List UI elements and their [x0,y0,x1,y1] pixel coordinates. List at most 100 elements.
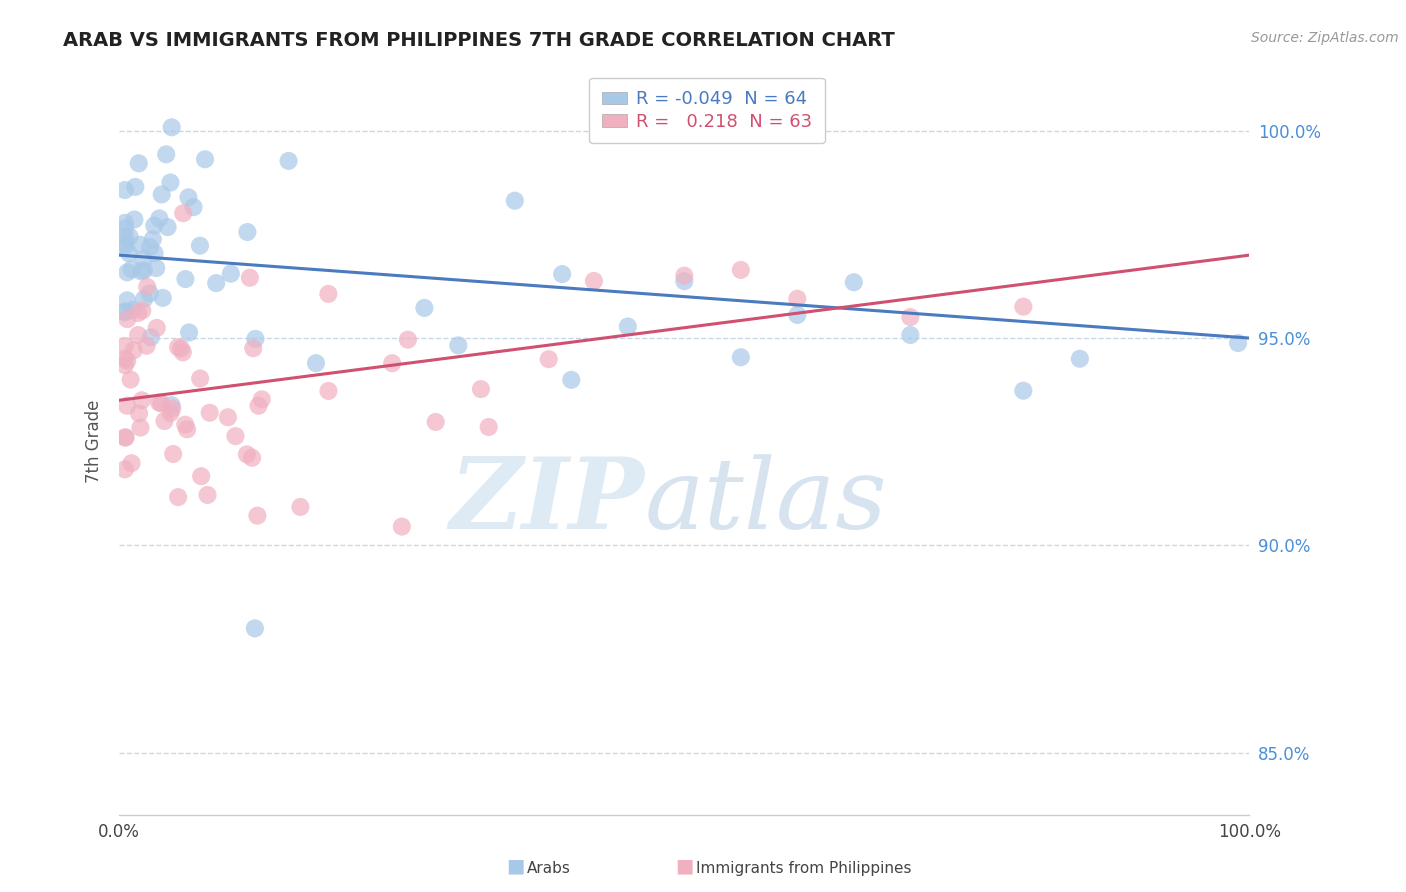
Point [425,415,447,429]
Point [172,206,194,220]
Point [162,447,184,461]
Point [239,270,262,285]
Point [132,252,155,266]
Point [205,276,228,290]
Point [447,338,470,352]
Point [114,236,136,251]
Text: ZIP: ZIP [450,453,645,549]
Point [118,246,141,260]
Point [122,343,145,358]
Point [160,398,183,412]
Point [160,120,183,135]
Point [121,262,143,277]
Point [132,292,155,306]
Point [117,312,139,326]
Point [145,260,167,275]
Point [277,153,299,168]
Point [730,351,752,365]
Point [318,384,340,398]
Point [114,239,136,253]
Point [115,293,138,308]
Point [478,420,501,434]
Point [127,328,149,343]
Point [673,268,696,283]
Point [1227,336,1250,351]
Text: ARAB VS IMMIGRANTS FROM PHILIPPINES 7TH GRADE CORRELATION CHART: ARAB VS IMMIGRANTS FROM PHILIPPINES 7TH … [63,31,896,50]
Point [617,319,640,334]
Point [236,225,259,239]
Point [162,401,184,416]
Point [114,183,136,197]
Point [148,211,170,226]
Point [198,406,221,420]
Text: ■: ■ [675,857,693,876]
Point [673,274,696,288]
Point [121,456,143,470]
Point [240,450,263,465]
Point [172,345,194,359]
Point [470,382,492,396]
Point [236,447,259,461]
Point [177,190,200,204]
Point [115,354,138,368]
Point [114,462,136,476]
Point [174,417,197,432]
Point [197,488,219,502]
Point [537,352,560,367]
Point [136,280,159,294]
Point [129,420,152,434]
Point [152,291,174,305]
Point [129,264,152,278]
Point [114,430,136,444]
Point [247,399,270,413]
Point [170,342,193,356]
Point [159,406,181,420]
Point [177,326,200,340]
Point [143,246,166,260]
Point [124,212,146,227]
Y-axis label: 7th Grade: 7th Grade [86,401,103,483]
Point [124,180,146,194]
Point [167,490,190,504]
Point [139,240,162,254]
Text: atlas: atlas [645,454,887,549]
Point [121,302,143,317]
Point [842,275,865,289]
Point [120,373,142,387]
Text: Arabs: Arabs [527,861,571,876]
Point [145,321,167,335]
Point [1012,384,1035,398]
Point [114,230,136,244]
Point [138,286,160,301]
Point [188,371,211,385]
Point [159,176,181,190]
Point [167,340,190,354]
Point [786,292,808,306]
Point [127,306,149,320]
Point [413,301,436,315]
Point [132,263,155,277]
Point [150,396,173,410]
Point [194,153,217,167]
Point [305,356,328,370]
Point [114,304,136,318]
Text: Immigrants from Philippines: Immigrants from Philippines [696,861,911,876]
Point [898,310,921,324]
Point [245,332,267,346]
Point [290,500,312,514]
Point [224,429,246,443]
Point [1069,351,1091,366]
Point [114,339,136,353]
Point [156,220,179,235]
Point [381,356,404,370]
Point [183,200,205,214]
Point [318,286,340,301]
Point [243,621,266,635]
Point [188,238,211,252]
Point [117,265,139,279]
Point [115,399,138,413]
Point [176,422,198,436]
Point [242,341,264,355]
Point [786,308,808,322]
Point [114,430,136,444]
